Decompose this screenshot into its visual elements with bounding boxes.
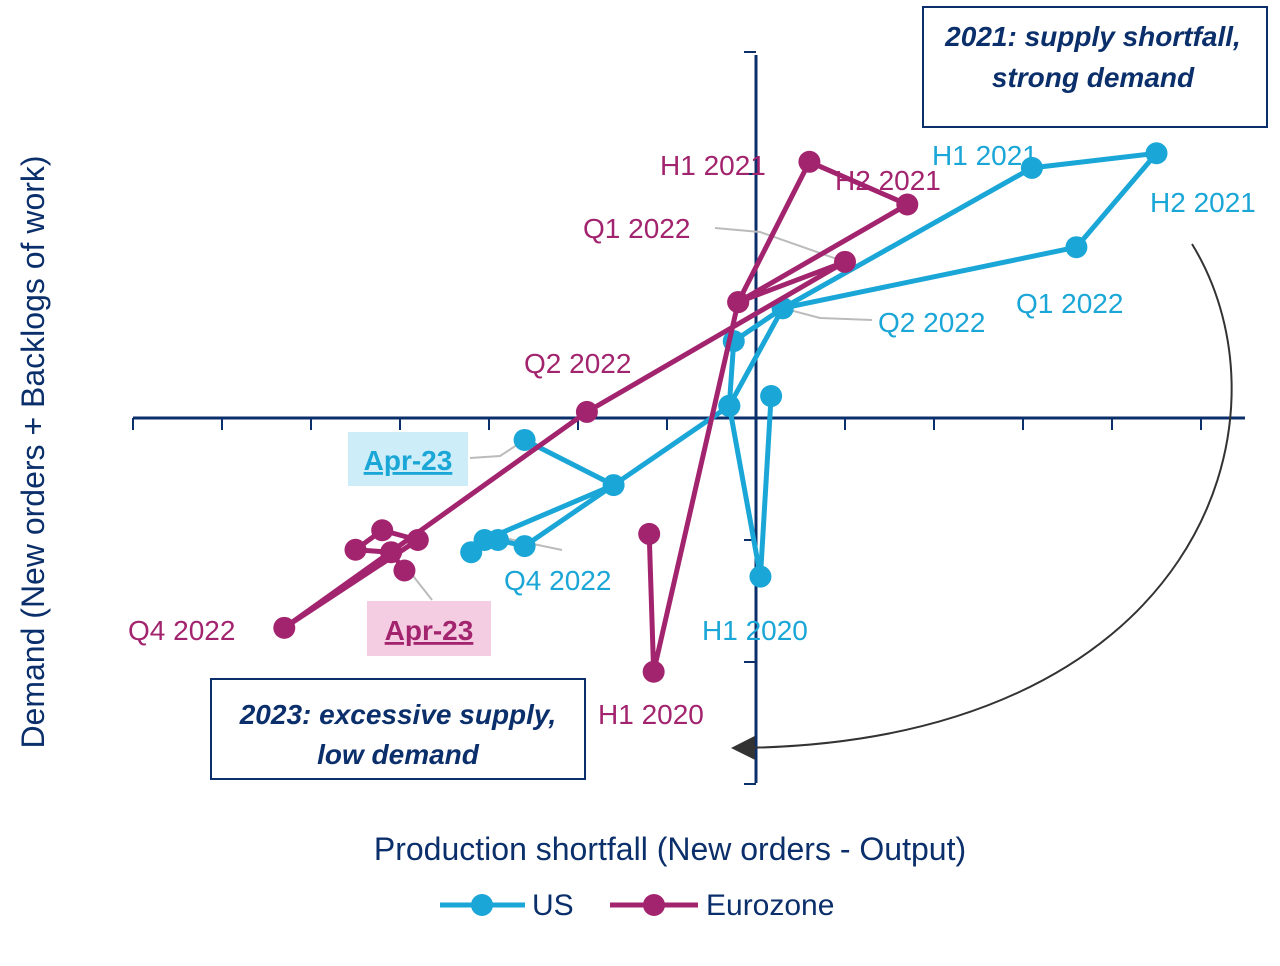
us-label-h1-2021: H1 2021 bbox=[932, 140, 1038, 171]
legend: US Eurozone bbox=[440, 889, 834, 922]
point-us-14 bbox=[602, 474, 625, 497]
point-eurozone-9 bbox=[406, 529, 429, 551]
leader-line bbox=[782, 307, 873, 321]
ez-label-q1-2022: Q1 2022 bbox=[583, 213, 690, 244]
ez-label-h1-2021: H1 2021 bbox=[660, 150, 766, 181]
us-label-h2-2021: H2 2021 bbox=[1150, 187, 1256, 218]
ez-label-h1-2020: H1 2020 bbox=[598, 699, 704, 730]
point-us-9 bbox=[718, 394, 741, 417]
point-eurozone-7 bbox=[575, 400, 598, 423]
series-layer bbox=[273, 142, 1168, 683]
ez-label-apr23: Apr-23 bbox=[385, 615, 474, 646]
us-label-apr23: Apr-23 bbox=[364, 445, 453, 476]
top-callout-box: 2021: supply shortfall, strong demand bbox=[922, 6, 1268, 128]
top-callout-line1: 2021: supply shortfall, bbox=[944, 21, 1241, 52]
point-eurozone-5 bbox=[727, 291, 750, 314]
legend-label-us: US bbox=[532, 889, 574, 922]
point-us-6 bbox=[1145, 142, 1168, 165]
legend-marker-us bbox=[471, 894, 493, 916]
legend-marker-eurozone bbox=[643, 894, 665, 916]
us-label-q4-2022: Q4 2022 bbox=[504, 565, 611, 596]
axes bbox=[132, 51, 1245, 785]
point-eurozone-13 bbox=[393, 559, 416, 582]
legend-item-eurozone: Eurozone bbox=[610, 889, 834, 922]
us-label-q1-2022: Q1 2022 bbox=[1016, 288, 1123, 319]
point-eurozone-4 bbox=[896, 193, 919, 216]
ez-label-q2-2022: Q2 2022 bbox=[524, 348, 631, 379]
point-eurozone-6 bbox=[834, 250, 856, 273]
point-eurozone-3 bbox=[798, 150, 821, 173]
point-us-15 bbox=[513, 428, 536, 451]
point-eurozone-8 bbox=[273, 616, 296, 639]
transition-arrow bbox=[731, 243, 1233, 760]
us-annotations: H1 2021 H2 2021 Q1 2022 Q2 2022 Q4 2022 … bbox=[348, 140, 1256, 646]
bottom-callout-box: 2023: excessive supply, low demand bbox=[210, 678, 586, 780]
bottom-callout-line2: low demand bbox=[317, 739, 480, 770]
ez-label-q4-2022: Q4 2022 bbox=[128, 615, 235, 646]
x-axis-ticks bbox=[132, 418, 1202, 430]
leader-line bbox=[714, 227, 846, 263]
bottom-callout-line1: 2023: excessive supply, bbox=[239, 699, 557, 730]
us-apr23-badge bbox=[348, 432, 468, 486]
eurozone-annotations: H1 2021 H2 2021 Q1 2022 Q2 2022 Q4 2022 … bbox=[128, 150, 941, 730]
point-us-1 bbox=[749, 565, 772, 588]
point-eurozone-12 bbox=[380, 541, 403, 564]
series-us bbox=[460, 142, 1168, 588]
point-us-0 bbox=[760, 385, 783, 408]
point-eurozone-10 bbox=[371, 519, 394, 542]
point-us-13 bbox=[473, 529, 496, 551]
ez-apr23-badge bbox=[367, 601, 491, 656]
leader-line bbox=[409, 571, 433, 601]
legend-label-eurozone: Eurozone bbox=[706, 889, 834, 922]
point-us-10 bbox=[513, 535, 536, 558]
x-axis-title: Production shortfall (New orders - Outpu… bbox=[374, 831, 966, 867]
ez-label-h2-2021: H2 2021 bbox=[835, 165, 941, 196]
us-label-h1-2020: H1 2020 bbox=[702, 615, 808, 646]
legend-item-us: US bbox=[440, 889, 574, 922]
series-eurozone bbox=[273, 150, 919, 683]
point-eurozone-11 bbox=[344, 538, 367, 561]
point-eurozone-1 bbox=[642, 660, 665, 683]
y-axis-title: Demand (New orders + Backlogs of work) bbox=[15, 155, 51, 748]
point-us-5 bbox=[1065, 236, 1088, 259]
us-label-q2-2022: Q2 2022 bbox=[878, 307, 985, 338]
point-us-7 bbox=[1020, 156, 1043, 179]
top-callout-line2: strong demand bbox=[992, 62, 1195, 93]
point-eurozone-0 bbox=[638, 522, 661, 545]
